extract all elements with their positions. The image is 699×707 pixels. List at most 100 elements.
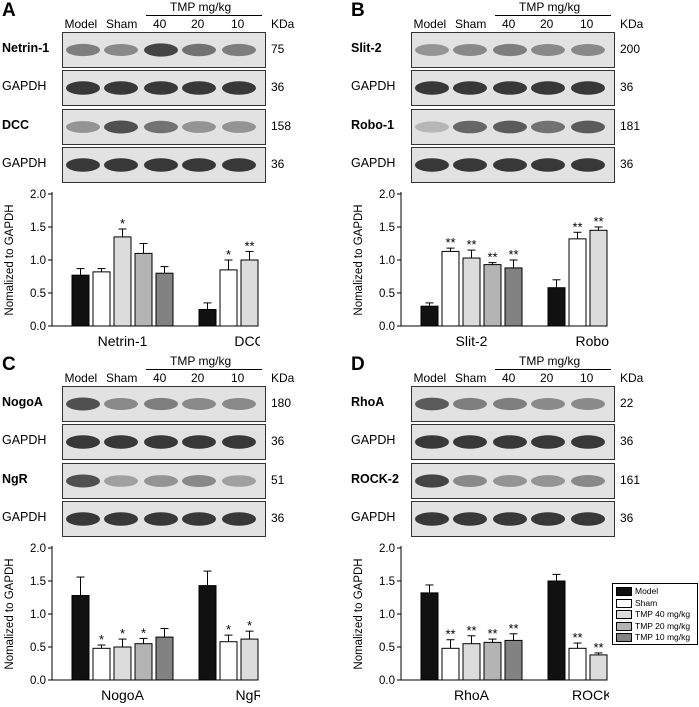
significance-marker: ** (445, 627, 455, 642)
molecular-weight: 75 (271, 42, 285, 56)
blot-strip (62, 463, 266, 499)
legend-label: Sham (635, 597, 658, 608)
bar (240, 259, 259, 327)
bar (483, 641, 502, 681)
legend-swatch (616, 587, 632, 597)
blot-band (415, 474, 449, 488)
bar (92, 271, 111, 327)
lane-header: Model (413, 17, 447, 31)
blot-band (144, 120, 178, 134)
blot-band (66, 81, 100, 95)
blot-label: NgR (2, 472, 28, 486)
y-tick-label: 0.5 (379, 642, 395, 654)
significance-marker: ** (508, 621, 518, 636)
blot-band (104, 158, 138, 172)
blot-strip (62, 109, 266, 145)
blot-label: GAPDH (2, 79, 47, 93)
significance-marker: * (99, 632, 104, 647)
blot-band (104, 44, 138, 56)
blot-band (415, 44, 449, 56)
lane-header: Model (64, 17, 98, 31)
x-category-label: Netrin-1 (98, 333, 148, 349)
tmp-dose-line (146, 15, 262, 16)
bar (219, 641, 238, 681)
blot-band (104, 435, 138, 449)
blot-band (104, 81, 138, 95)
y-axis-label: Nomalized to GAPDH (4, 558, 16, 669)
lane-header: 20 (191, 371, 205, 385)
significance-marker: * (226, 247, 231, 262)
lane-header: 40 (153, 371, 167, 385)
tmp-dose-line (495, 15, 611, 16)
significance-marker: ** (466, 237, 476, 252)
blot-band (66, 121, 100, 133)
blot-strip (62, 501, 266, 537)
bar (483, 264, 502, 327)
blot-band (144, 475, 178, 487)
bar (547, 287, 566, 327)
legend-label: TMP 40 mg/kg (635, 609, 691, 619)
bar (219, 269, 238, 327)
significance-marker: * (141, 625, 146, 640)
legend-entry: TMP 20 mg/kg (616, 621, 690, 631)
y-tick-label: 2.0 (30, 189, 46, 201)
blot-band (415, 81, 449, 95)
y-tick-label: 1.0 (30, 609, 46, 621)
significance-marker: ** (572, 630, 582, 645)
y-tick-label: 1.0 (379, 255, 395, 267)
blot-label: GAPDH (351, 79, 396, 93)
blot-band (222, 475, 256, 487)
blot-strip (62, 32, 266, 68)
legend-swatch (616, 633, 632, 643)
blot-band (104, 475, 138, 487)
x-category-label: Slit-2 (456, 333, 488, 349)
y-tick-label: 2.0 (379, 189, 395, 201)
blot-band (453, 512, 487, 526)
blot-label: DCC (2, 118, 30, 132)
blot-band (453, 120, 487, 134)
bar-chart: Nomalized to GAPDH 0.0 0.5 1.0 1.5 2.0 ** ** ** *… (353, 189, 609, 349)
blot-strip (411, 386, 615, 422)
lane-header: 10 (231, 17, 245, 31)
molecular-weight: 36 (620, 80, 634, 94)
blot-band (182, 158, 216, 172)
blot-band (144, 81, 178, 95)
tmp-dose-title: TMP mg/kg (519, 0, 581, 14)
lane-header: Model (413, 371, 447, 385)
blot-band (531, 81, 565, 95)
bar (155, 272, 174, 327)
blot-label: RhoA (351, 395, 385, 409)
blot-band (493, 435, 527, 449)
panel-label: A (2, 0, 16, 21)
bar (462, 643, 481, 681)
molecular-weight: 51 (271, 473, 285, 487)
lane-header: Sham (106, 371, 138, 385)
bar (568, 647, 587, 681)
blot-band (104, 120, 138, 134)
significance-marker: ** (593, 640, 603, 655)
blot-strip (62, 386, 266, 422)
bar (198, 585, 217, 681)
bar (71, 595, 90, 681)
significance-marker: ** (487, 250, 497, 265)
panel-label: C (2, 354, 16, 375)
molecular-weight: 36 (620, 434, 634, 448)
panel-a: A TMP mg/kg Model Sham 40 20 10 KDa Netrin-1 75 GA… (0, 0, 349, 353)
bar (134, 643, 153, 681)
x-category-label: NgR (235, 687, 260, 703)
lane-header: 40 (153, 17, 167, 31)
blot-band (222, 158, 256, 172)
kda-label: KDa (620, 371, 644, 385)
significance-marker: * (226, 622, 231, 637)
blot-band (493, 43, 527, 57)
lane-header: Sham (455, 17, 487, 31)
blot-band (222, 398, 256, 410)
y-tick-label: 1.0 (379, 609, 395, 621)
significance-marker: ** (508, 247, 518, 262)
blot-band (493, 475, 527, 487)
molecular-weight: 161 (620, 473, 641, 487)
bar (441, 647, 460, 681)
significance-marker: * (120, 626, 125, 641)
blot-band (182, 435, 216, 449)
bar (568, 238, 587, 327)
